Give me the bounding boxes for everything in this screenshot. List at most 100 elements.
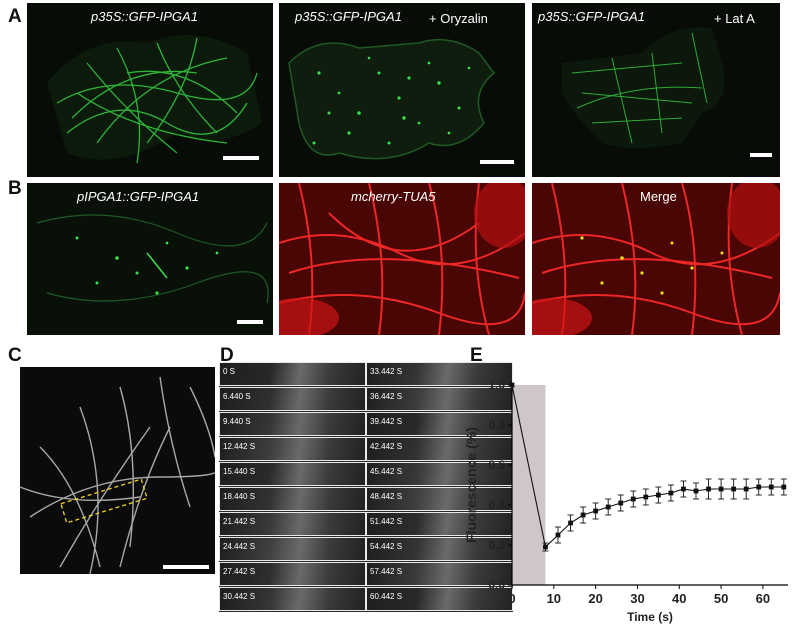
kymograph-time-label: 39.442 S: [370, 417, 403, 426]
kymograph-frame: 39.442 S: [366, 412, 513, 436]
kymograph-time-label: 48.442 S: [370, 492, 403, 501]
kymograph-frame: 24.442 S: [219, 537, 366, 561]
frap-recovery-chart: 0 10 20 30 40 50 60 0.0 0.2 0.4 0.6 0.8 1.0 Time (s) F…: [463, 378, 788, 624]
panel-label-c: C: [8, 345, 22, 366]
x-tick-label: 20: [588, 591, 602, 606]
panel-label-d: D: [220, 345, 234, 366]
kymograph-frame: 18.440 S: [219, 487, 366, 511]
panel-a2-title: p35S::GFP-IPGA1: [295, 9, 402, 24]
kymograph-time-label: 0 S: [223, 367, 236, 376]
kymograph-time-label: 21.442 S: [223, 517, 256, 526]
data-point: [731, 486, 737, 492]
scale-bar: [750, 153, 772, 157]
panel-b2-title: mcherry-TUA5: [351, 189, 436, 204]
data-point: [618, 500, 624, 506]
data-point: [681, 486, 686, 492]
data-point: [605, 504, 611, 510]
panel-b3-title: Merge: [640, 189, 677, 204]
micrograph-b3: Merge: [532, 183, 780, 335]
y-tick-label: 0.4: [488, 498, 505, 512]
kymograph-frame: 6.440 S: [219, 387, 366, 411]
kymograph-time-label: 9.440 S: [223, 417, 251, 426]
y-tick-label: 0.8: [488, 418, 505, 432]
x-tick-label: 40: [672, 591, 686, 606]
kymograph-time-label: 24.442 S: [223, 542, 256, 551]
data-point: [568, 520, 573, 526]
kymograph-time-label: 36.442 S: [370, 392, 403, 401]
kymograph-time-label: 51.442 S: [370, 517, 403, 526]
kymograph-frame: 12.442 S: [219, 437, 366, 461]
kymograph-grid: 0 S 33.442 S 6.440 S 36.442 S 9.440 S 39.442 …: [219, 362, 513, 612]
data-point: [743, 486, 749, 492]
x-tick-label: 30: [630, 591, 644, 606]
scale-bar: [223, 156, 259, 160]
panel-a3-title: p35S::GFP-IPGA1: [538, 9, 645, 24]
x-tick-label: 10: [547, 591, 561, 606]
kymograph-time-label: 18.440 S: [223, 492, 256, 501]
kymograph-time-label: 57.442 S: [370, 567, 403, 576]
kymograph-frame: 33.442 S: [366, 362, 513, 386]
kymograph-frame: 15.440 S: [219, 462, 366, 486]
data-point: [781, 484, 787, 490]
data-point: [693, 488, 699, 494]
y-tick-label: 1.0: [488, 378, 505, 392]
panel-b1-title: pIPGA1::GFP-IPGA1: [77, 189, 200, 204]
scale-bar: [163, 565, 209, 569]
kymograph-frame: 45.442 S: [366, 462, 513, 486]
kymograph-frame: 57.442 S: [366, 562, 513, 586]
kymograph-frame: 30.442 S: [219, 587, 366, 611]
data-point: [643, 494, 649, 500]
data-point: [580, 512, 586, 518]
kymograph-time-label: 54.442 S: [370, 542, 403, 551]
kymograph-time-label: 45.442 S: [370, 467, 403, 476]
micrograph-b1: pIPGA1::GFP-IPGA1: [27, 183, 273, 335]
panel-label-a: A: [8, 6, 22, 27]
kymograph-time-label: 15.440 S: [223, 467, 256, 476]
data-point: [630, 496, 636, 502]
panel-label-e: E: [470, 345, 483, 366]
series-line: [511, 384, 784, 549]
data-point: [555, 532, 561, 538]
kymograph-time-label: 42.442 S: [370, 442, 403, 451]
x-tick-label: 60: [756, 591, 770, 606]
micrograph-a1: p35S::GFP-IPGA1: [27, 3, 273, 177]
kymograph-time-label: 33.442 S: [370, 367, 403, 376]
kymograph-frame: 21.442 S: [219, 512, 366, 536]
y-tick-label: 0.6: [488, 458, 505, 472]
kymograph-frame: 36.442 S: [366, 387, 513, 411]
micrograph-c: [20, 367, 215, 574]
y-axis-label: Fluorescence (%): [463, 427, 479, 543]
kymograph-frame: 42.442 S: [366, 437, 513, 461]
panel-a2-treatment: + Oryzalin: [429, 11, 488, 26]
kymograph-time-label: 12.442 S: [223, 442, 256, 451]
data-point: [718, 486, 724, 492]
scale-bar: [480, 160, 514, 164]
kymograph-frame: 0 S: [219, 362, 366, 386]
panel-a3-treatment: + Lat A: [714, 11, 755, 26]
kymograph-frame: 51.442 S: [366, 512, 513, 536]
micrograph-a3: p35S::GFP-IPGA1 + Lat A: [532, 3, 780, 177]
micrograph-b2: mcherry-TUA5: [279, 183, 525, 335]
kymograph-time-label: 60.442 S: [370, 592, 403, 601]
kymograph-frame: 9.440 S: [219, 412, 366, 436]
micrograph-a2: p35S::GFP-IPGA1 + Oryzalin: [279, 3, 525, 177]
x-tick-label: 50: [714, 591, 728, 606]
kymograph-frame: 48.442 S: [366, 487, 513, 511]
data-point: [543, 544, 548, 550]
kymograph-frame: 27.442 S: [219, 562, 366, 586]
kymograph-time-label: 6.440 S: [223, 392, 251, 401]
data-point: [509, 382, 515, 388]
y-tick-label: 0.2: [488, 538, 505, 552]
bleach-region: [512, 385, 546, 585]
data-point: [706, 486, 711, 492]
data-point: [655, 492, 661, 498]
panel-label-b: B: [8, 178, 22, 199]
kymograph-time-label: 27.442 S: [223, 567, 256, 576]
kymograph-frame: 54.442 S: [366, 537, 513, 561]
panel-a1-title: p35S::GFP-IPGA1: [91, 9, 198, 24]
x-tick-label: 0: [508, 591, 515, 606]
data-point: [593, 508, 599, 514]
data-point: [768, 484, 774, 490]
scale-bar: [237, 320, 263, 324]
y-tick-label: 0.0: [488, 578, 505, 592]
